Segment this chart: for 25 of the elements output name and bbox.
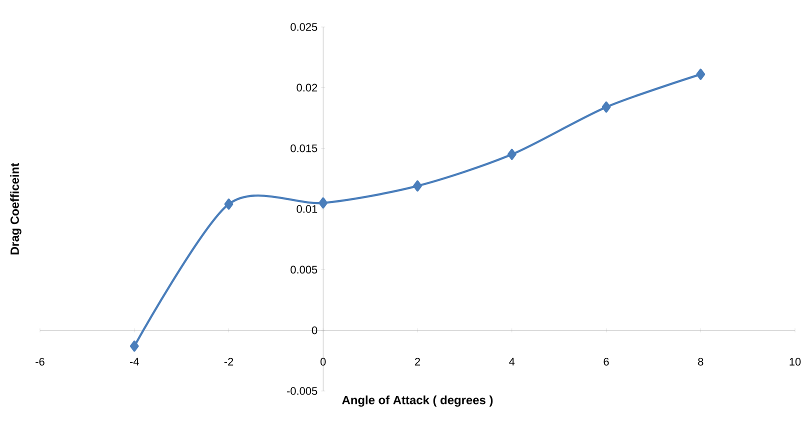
point	[602, 102, 611, 113]
y-axis-title: Drag Coefficeint	[10, 163, 22, 254]
x-tick-label: -4	[130, 358, 139, 366]
x-axis-title: Angle of Attack ( degrees )	[342, 396, 493, 407]
y-tick-label: 0.015	[290, 144, 318, 152]
x-tick-label: 10	[790, 358, 801, 366]
point	[507, 148, 516, 160]
x-tick-label: -2	[224, 358, 234, 366]
point	[413, 180, 422, 192]
point	[130, 340, 139, 352]
x-tick-label: -6	[36, 358, 44, 366]
x-tick-label: 8	[698, 358, 704, 366]
point	[224, 198, 234, 210]
point	[318, 197, 328, 209]
y-tick-label: -0.005	[287, 387, 318, 395]
point	[696, 68, 706, 80]
y-tick-label: 0.025	[290, 23, 318, 31]
x-tick-label: 2	[415, 358, 420, 366]
y-tick-label: 0.02	[296, 84, 318, 92]
x-tick-label: 0	[320, 358, 326, 366]
x-tick-label: 6	[604, 358, 609, 366]
y-tick-label: 0.005	[290, 266, 318, 274]
x-tick-label: 4	[509, 358, 515, 366]
y-tick-label: 0.01	[296, 205, 318, 213]
y-tick-label: 0	[312, 326, 318, 334]
